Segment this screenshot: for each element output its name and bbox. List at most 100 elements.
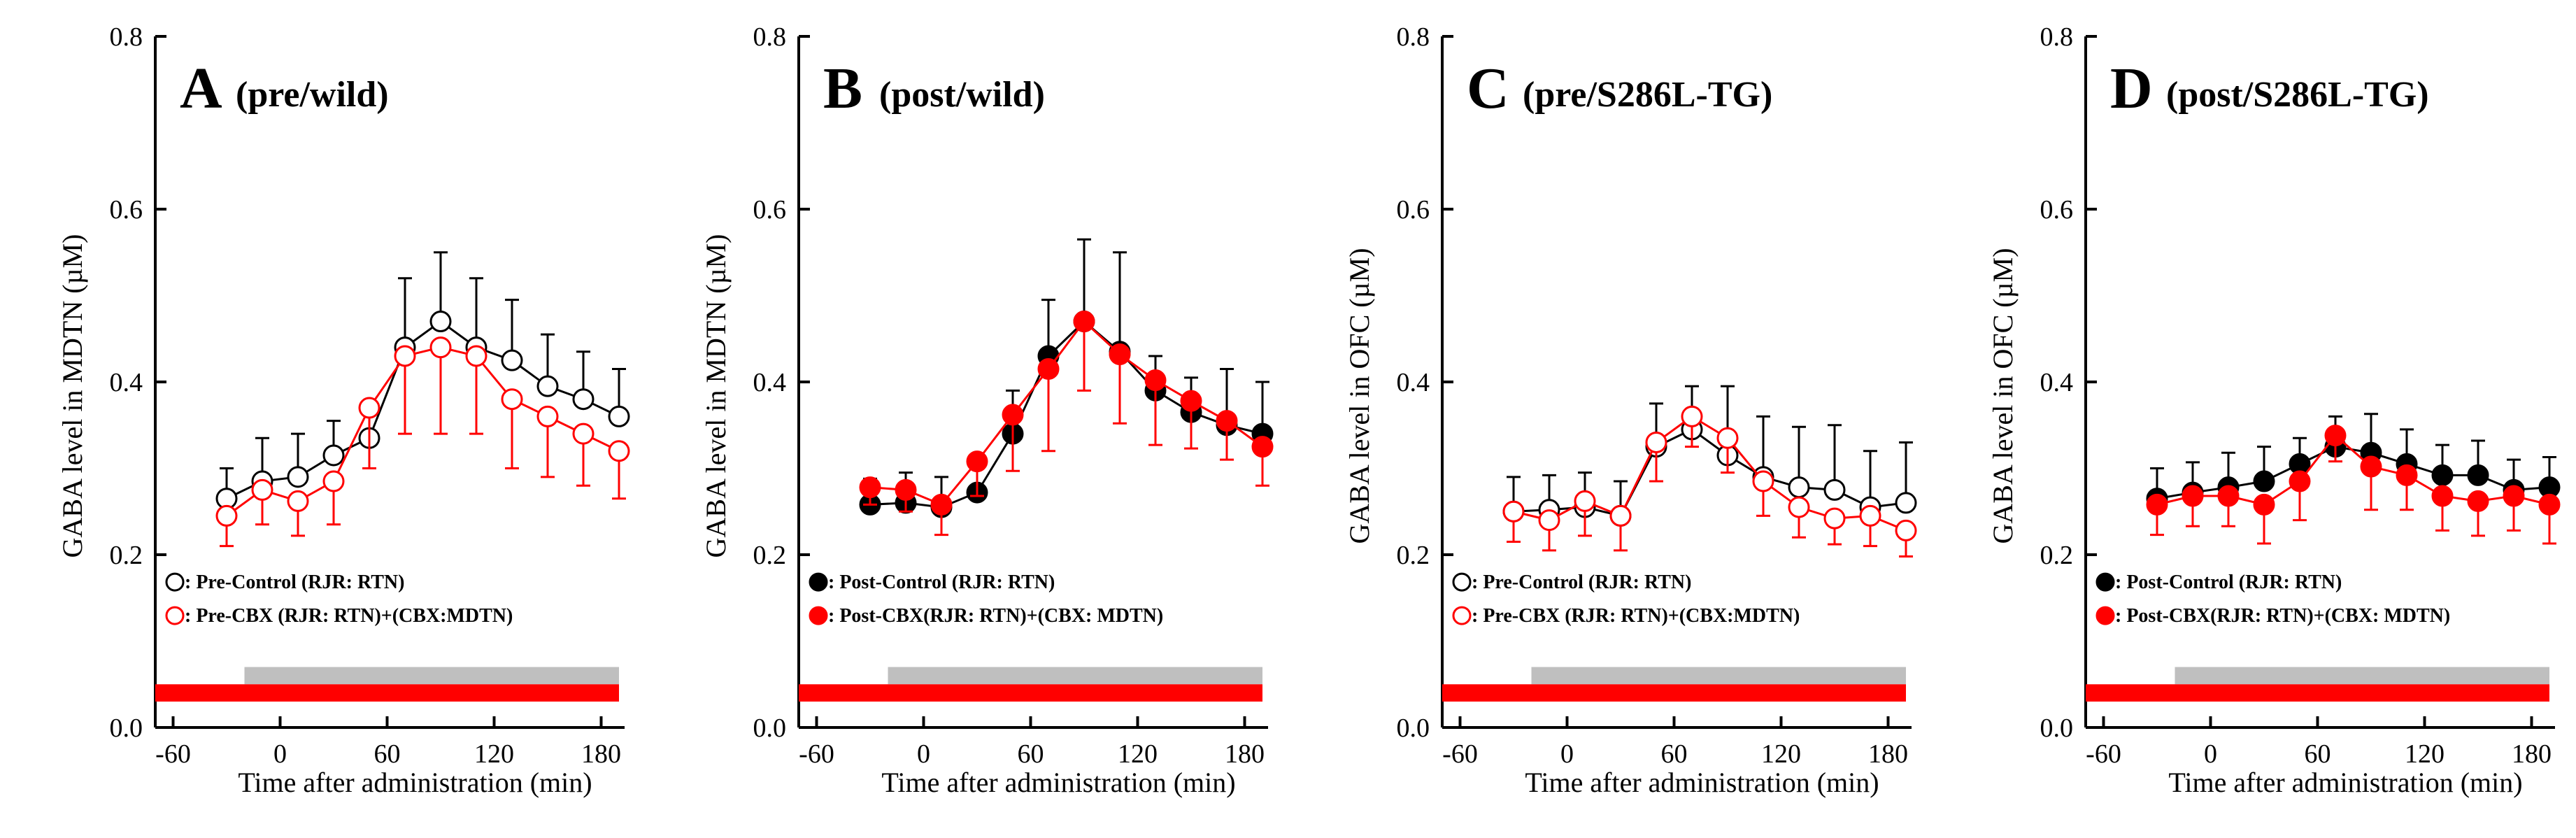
data-point (1180, 390, 1202, 412)
data-point (1895, 519, 1917, 541)
data-point (1752, 470, 1774, 492)
legend-marker (809, 572, 828, 592)
x-tick-label: -60 (1442, 739, 1478, 769)
legend-label: : Pre-Control (RJR: RTN) (1472, 571, 1691, 593)
x-tick-label: -60 (799, 739, 834, 769)
data-point (1859, 504, 1881, 527)
data-point (2324, 425, 2347, 447)
data-point (1251, 436, 1274, 458)
data-point (930, 493, 953, 516)
x-axis-title: Time after administration (min) (1525, 767, 1879, 798)
x-tick-label: 60 (1661, 739, 1688, 769)
y-tick-label: 0.8 (753, 22, 787, 52)
x-axis-title: Time after administration (min) (881, 767, 1235, 798)
panel-title: (pre/wild) (236, 75, 389, 115)
panel-title: (post/S286L-TG) (2166, 75, 2429, 115)
y-tick-label: 0.4 (753, 368, 787, 397)
legend-label: : Pre-Control (RJR: RTN) (185, 571, 404, 593)
data-point (1216, 410, 1238, 432)
y-tick-label: 0.0 (1397, 713, 1430, 743)
data-point (215, 504, 238, 527)
y-tick-label: 0.8 (1397, 22, 1430, 52)
data-point (287, 466, 309, 488)
series-1 (1502, 405, 1917, 558)
cbx-treatment-bar (244, 667, 619, 685)
y-tick-label: 0.6 (753, 195, 787, 225)
data-point (2253, 493, 2275, 516)
data-point (536, 375, 559, 397)
data-point (2253, 470, 2275, 492)
legend-label: : Pre-CBX (RJR: RTN)+(CBX:MDTN) (1472, 605, 1800, 627)
x-tick-label: 180 (581, 739, 621, 769)
legend-marker (165, 572, 185, 592)
data-point (2467, 490, 2489, 512)
legend-entry: : Post-CBX(RJR: RTN)+(CBX: MDTN) (2095, 605, 2450, 627)
x-tick-label: 180 (1868, 739, 1908, 769)
legend-marker (809, 606, 828, 625)
y-tick-label: 0.6 (1397, 195, 1430, 225)
x-tick-label: 120 (474, 739, 514, 769)
data-point (2431, 485, 2454, 507)
y-tick-label: 0.2 (110, 541, 143, 570)
x-tick-label: 0 (1560, 739, 1574, 769)
legend-marker (1452, 572, 1472, 592)
data-point (895, 478, 917, 501)
data-point (1716, 427, 1739, 449)
legend-label: : Post-Control (RJR: RTN) (2115, 571, 2342, 593)
data-point (1037, 357, 1060, 380)
x-tick-label: 180 (1225, 739, 1265, 769)
data-point (287, 490, 309, 512)
data-point (2146, 493, 2168, 516)
data-point (2217, 485, 2240, 507)
data-point (1144, 369, 1167, 392)
data-point (1788, 476, 1810, 499)
legend-entry: : Post-CBX(RJR: RTN)+(CBX: MDTN) (809, 605, 1163, 627)
y-tick-label: 0.4 (110, 368, 143, 397)
y-tick-label: 0.2 (1397, 541, 1430, 570)
data-point (322, 444, 345, 467)
x-tick-label: 0 (917, 739, 930, 769)
legend-entry: : Post-Control (RJR: RTN) (2095, 571, 2342, 593)
x-tick-label: 120 (2405, 739, 2445, 769)
x-tick-label: 120 (1118, 739, 1158, 769)
data-point (536, 405, 559, 427)
data-point (429, 336, 452, 359)
rjr-treatment-bar (1442, 684, 1906, 702)
data-point (501, 388, 523, 411)
data-point (2182, 485, 2204, 507)
legend-label: : Post-CBX(RJR: RTN)+(CBX: MDTN) (2115, 605, 2450, 627)
legend-entry: : Pre-CBX (RJR: RTN)+(CBX:MDTN) (1452, 605, 1800, 627)
x-tick-label: -60 (155, 739, 191, 769)
x-tick-label: 60 (1018, 739, 1044, 769)
panel-letter: B (823, 56, 862, 121)
data-point (501, 349, 523, 371)
legend-entry: : Pre-Control (RJR: RTN) (1452, 571, 1691, 593)
data-point (859, 476, 881, 499)
cbx-treatment-bar (1531, 667, 1906, 685)
y-tick-label: 0.4 (1397, 368, 1430, 397)
data-point (1788, 496, 1810, 518)
legend-marker (2095, 606, 2115, 625)
data-point (2467, 464, 2489, 486)
data-point (1895, 492, 1917, 514)
data-point (1645, 431, 1667, 453)
y-axis-title: GABA level in OFC (µM) (1344, 248, 1375, 544)
legend-label: : Post-CBX(RJR: RTN)+(CBX: MDTN) (828, 605, 1163, 627)
y-tick-label: 0.2 (753, 541, 787, 570)
data-point (394, 345, 416, 367)
y-tick-label: 0.0 (753, 713, 787, 743)
data-point (2431, 464, 2454, 486)
panel-title: (pre/S286L-TG) (1523, 75, 1772, 115)
data-point (1538, 509, 1560, 532)
legend-label: : Pre-CBX (RJR: RTN)+(CBX:MDTN) (185, 605, 513, 627)
legend-entry: : Pre-CBX (RJR: RTN)+(CBX:MDTN) (165, 605, 513, 627)
x-tick-label: 0 (273, 739, 287, 769)
data-point (1609, 504, 1632, 527)
x-axis-title: Time after administration (min) (2168, 767, 2522, 798)
series-0 (215, 251, 630, 510)
data-point (2538, 493, 2561, 516)
legend-marker (2095, 572, 2115, 592)
